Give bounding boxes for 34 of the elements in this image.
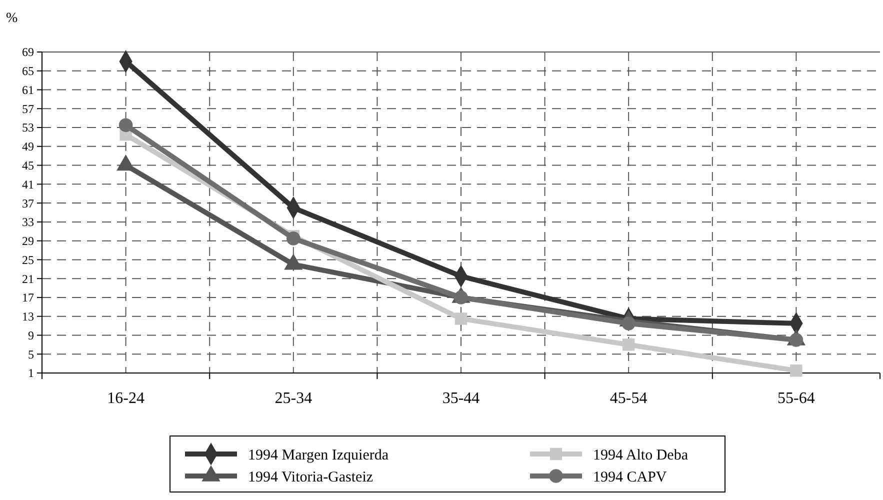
x-tick-label: 45-54: [610, 390, 648, 407]
point: [622, 338, 635, 351]
legend-label: 1994 Vitoria-Gasteiz: [248, 469, 374, 486]
y-tick-label: 53: [22, 120, 34, 135]
x-tick-label: 55-64: [778, 390, 815, 407]
x-tick-label: 35-44: [442, 390, 480, 407]
legend-label: 1994 Margen Izquierda: [248, 447, 389, 464]
legend-label: 1994 CAPV: [593, 469, 667, 486]
y-tick-label: 49: [22, 140, 34, 154]
y-axis-title: %: [6, 11, 18, 26]
y-tick-label: 33: [22, 215, 34, 230]
point: [622, 316, 636, 330]
y-tick-label: 61: [22, 82, 34, 97]
y-tick-label: 13: [22, 310, 34, 324]
y-tick-label: 45: [22, 158, 34, 172]
y-tick-label: 9: [28, 328, 34, 342]
y-tick-label: 57: [22, 102, 34, 116]
y-tick-label: 5: [28, 347, 34, 362]
y-tick-label: 41: [22, 177, 34, 192]
y-tick-label: 65: [22, 64, 34, 78]
y-tick-label: 69: [22, 45, 34, 60]
legend-label: 1994 Alto Deba: [593, 447, 688, 464]
y-tick-label: 25: [22, 252, 34, 267]
x-tick-label: 16-24: [107, 390, 144, 407]
y-tick-label: 29: [22, 234, 34, 248]
point: [286, 232, 300, 246]
point: [790, 364, 802, 377]
x-tick-label: 25-34: [274, 390, 312, 407]
y-tick-label: 17: [22, 290, 34, 305]
y-tick-label: 37: [22, 196, 34, 210]
point: [118, 118, 133, 132]
y-tick-label: 21: [22, 272, 34, 286]
point: [454, 312, 468, 325]
y-tick-label: 1: [28, 366, 34, 380]
